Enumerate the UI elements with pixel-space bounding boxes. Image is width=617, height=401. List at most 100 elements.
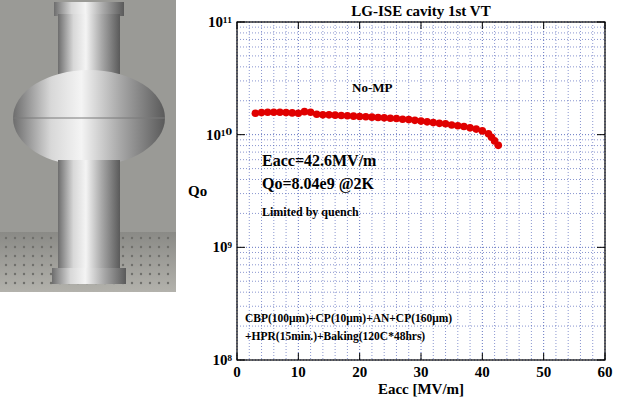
bench-hole (5, 246, 7, 248)
bench-hole (14, 237, 16, 239)
minor-grid-line (237, 39, 605, 40)
bench-hole (14, 255, 16, 257)
annotation: Eacc=42.6MV/m (262, 152, 377, 169)
grid-line (237, 247, 605, 248)
x-axis-title: Eacc [MV/m] (378, 381, 464, 397)
bench-hole (14, 246, 16, 248)
bench-hole (23, 264, 25, 266)
x-tick-label: 60 (598, 364, 613, 380)
bench-hole (158, 246, 160, 248)
bench-hole (167, 237, 169, 239)
minor-grid-line (445, 22, 446, 360)
flange (52, 268, 126, 284)
bench-hole (50, 255, 52, 257)
bench-hole (32, 264, 34, 266)
minor-grid-line (396, 22, 397, 360)
bench-hole (23, 246, 25, 248)
plot-frame (237, 22, 605, 360)
x-tick (359, 22, 360, 29)
data-points (252, 108, 502, 149)
bench-hole (158, 237, 160, 239)
bench-hole (140, 246, 142, 248)
bench-hole (14, 264, 16, 266)
cell (13, 70, 165, 166)
y-tick (597, 22, 605, 23)
bench-hole (158, 255, 160, 257)
minor-grid-line (531, 22, 532, 360)
bench-hole (131, 264, 133, 266)
photo-background (0, 0, 176, 292)
y-tick (237, 247, 245, 248)
bench-hole (5, 264, 7, 266)
grid-line (237, 134, 605, 135)
bench-hole (14, 273, 16, 275)
bench-hole (140, 282, 142, 284)
minor-grid-line (580, 22, 581, 360)
minor-grid-line (237, 252, 605, 253)
bench-hole (149, 282, 151, 284)
equator (13, 118, 165, 119)
bench-hole (23, 282, 25, 284)
minor-grid-line (519, 22, 520, 360)
bench-hole (131, 246, 133, 248)
bench-hole (122, 246, 124, 248)
y-tick-label: 10⁹ (213, 239, 233, 255)
bench-hole (140, 273, 142, 275)
bench-hole (50, 264, 52, 266)
bench-hole (149, 246, 151, 248)
bench-hole (131, 273, 133, 275)
bench-hole (5, 273, 7, 275)
grid-line (543, 22, 544, 360)
x-tick (237, 22, 238, 29)
minor-grid-line (237, 80, 605, 81)
bench-hole (167, 282, 169, 284)
x-tick-label: 10 (291, 364, 306, 380)
minor-grid-line (506, 22, 507, 360)
bench-hole (167, 255, 169, 257)
minor-grid-line (568, 22, 569, 360)
bench-hole (122, 237, 124, 239)
y-axis-title: Qo (188, 183, 207, 199)
bench-hole (41, 255, 43, 257)
chart: 010203040506010⁸10⁹10¹⁰10¹¹LG-ISE cavity… (188, 3, 613, 397)
bench-hole (167, 246, 169, 248)
minor-grid-line (237, 306, 605, 307)
bench-hole (32, 237, 34, 239)
y-tick (237, 134, 245, 135)
beam-pipe (58, 14, 120, 74)
annotation: +HPR(15min.)+Baking(120C*48hrs) (245, 330, 425, 343)
bench-hole (32, 246, 34, 248)
minor-grid-line (470, 22, 471, 360)
bench-hole (122, 255, 124, 257)
annotation: CBP(100μm)+CP(10μm)+AN+CP(160μm) (245, 312, 452, 325)
bench-hole (131, 282, 133, 284)
minor-grid-line (408, 22, 409, 360)
x-tick (298, 22, 299, 29)
bench-hole (5, 237, 7, 239)
y-tick (597, 360, 605, 361)
annotation: Limited by quench (262, 205, 359, 219)
beam-pipe (58, 160, 120, 270)
x-tick (605, 353, 606, 360)
bench-hole (158, 282, 160, 284)
minor-grid-line (433, 22, 434, 360)
minor-grid-line (237, 258, 605, 259)
cavity-photo (0, 0, 176, 292)
bench-hole (122, 264, 124, 266)
chart-title: LG-ISE cavity 1st VT (351, 3, 490, 19)
annotation: Qo=8.04e9 @2K (262, 175, 375, 193)
bench-hole (50, 246, 52, 248)
bench-hole (149, 273, 151, 275)
bench-hole (50, 282, 52, 284)
minor-grid-line (237, 32, 605, 33)
bench-hole (32, 282, 34, 284)
bench-hole (23, 237, 25, 239)
x-tick (482, 353, 483, 360)
minor-grid-line (494, 22, 495, 360)
bench-hole (158, 264, 160, 266)
x-tick-label: 30 (414, 364, 429, 380)
bench-hole (50, 237, 52, 239)
minor-grid-line (555, 22, 556, 360)
bench-hole (32, 255, 34, 257)
x-tick (237, 353, 238, 360)
